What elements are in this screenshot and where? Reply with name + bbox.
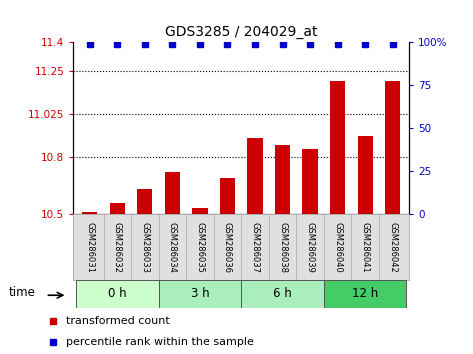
Text: GSM286033: GSM286033 <box>140 222 149 273</box>
Bar <box>165 172 180 214</box>
Bar <box>82 212 97 214</box>
Bar <box>241 280 324 308</box>
Text: GSM286039: GSM286039 <box>306 222 315 273</box>
Text: transformed count: transformed count <box>66 316 170 326</box>
Text: GSM286034: GSM286034 <box>168 222 177 273</box>
Text: GSM286042: GSM286042 <box>388 222 397 273</box>
Text: 12 h: 12 h <box>352 287 378 300</box>
Bar <box>158 280 241 308</box>
Bar <box>110 203 125 214</box>
Text: GSM286032: GSM286032 <box>113 222 122 273</box>
Bar <box>76 280 158 308</box>
Text: time: time <box>9 286 35 299</box>
Text: GSM286031: GSM286031 <box>85 222 94 273</box>
Bar <box>330 81 345 214</box>
Bar <box>324 280 406 308</box>
Text: percentile rank within the sample: percentile rank within the sample <box>66 337 254 347</box>
Text: GSM286036: GSM286036 <box>223 222 232 273</box>
Bar <box>275 145 290 214</box>
Bar <box>385 81 400 214</box>
Bar <box>193 209 208 214</box>
Bar <box>220 178 235 214</box>
Text: 6 h: 6 h <box>273 287 292 300</box>
Bar <box>137 189 152 214</box>
Text: 3 h: 3 h <box>191 287 209 300</box>
Bar <box>358 136 373 214</box>
Bar <box>302 149 317 214</box>
Text: GSM286038: GSM286038 <box>278 222 287 273</box>
Bar <box>247 138 263 214</box>
Text: GSM286035: GSM286035 <box>195 222 204 273</box>
Text: 0 h: 0 h <box>108 287 127 300</box>
Title: GDS3285 / 204029_at: GDS3285 / 204029_at <box>165 25 317 39</box>
Text: GSM286040: GSM286040 <box>333 222 342 273</box>
Text: GSM286037: GSM286037 <box>251 222 260 273</box>
Text: GSM286041: GSM286041 <box>360 222 369 273</box>
